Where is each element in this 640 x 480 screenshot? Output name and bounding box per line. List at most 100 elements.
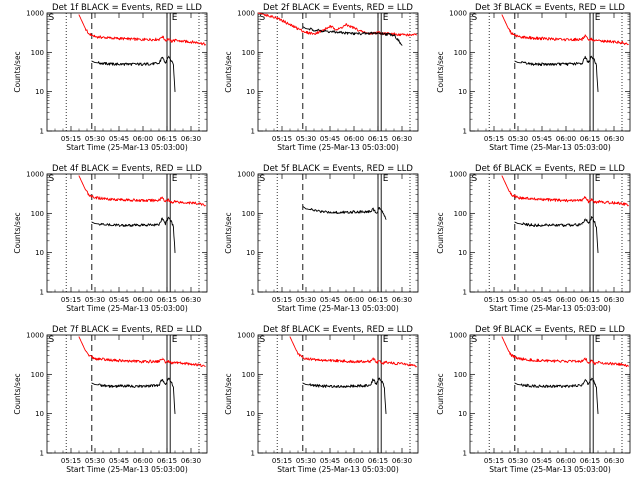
red-series-point [588, 40, 589, 41]
black-series-point [597, 91, 599, 93]
x-tick-label: 05:30 [508, 457, 528, 465]
black-series-point [171, 60, 173, 62]
x-tick-label: 06:30 [392, 135, 412, 143]
red-series-point [416, 365, 417, 367]
x-tick-label: 06:15 [580, 135, 600, 143]
y-axis-label: Counts/sec [224, 51, 233, 92]
x-tick-label: 05:15 [484, 135, 504, 143]
x-tick-label: 05:15 [484, 296, 504, 304]
panel-det-4: Det 4f BLACK = Events, RED = LLD 1 10 100 10… [13, 164, 208, 313]
panel-title: Det 8f BLACK = Events, RED = LLD [263, 325, 413, 335]
red-series-point [621, 203, 623, 205]
black-series-point [174, 252, 176, 254]
black-series-point [581, 224, 583, 225]
y-tick-label: 100 [454, 210, 467, 218]
red-series-point [591, 199, 592, 201]
red-series-point [504, 21, 506, 23]
x-tick-label: 05:15 [61, 135, 81, 143]
panel-title: Det 7f BLACK = Events, RED = LLD [52, 325, 202, 335]
black-series-point [596, 226, 597, 228]
red-series-line [78, 14, 206, 46]
red-series-point [621, 42, 623, 44]
end-marker: E [595, 335, 601, 345]
x-tick-label: 06:00 [344, 135, 364, 143]
red-series-point [110, 198, 112, 200]
red-series-point [591, 360, 592, 362]
black-series-point [514, 382, 516, 384]
red-series-point [78, 175, 80, 177]
x-tick-label: 05:45 [532, 296, 552, 304]
black-series-point [581, 63, 583, 64]
red-series-point [174, 40, 176, 41]
black-series-line [302, 377, 387, 414]
red-series-line [289, 336, 417, 368]
red-series-point [171, 40, 173, 42]
x-tick-label: 06:15 [368, 296, 388, 304]
black-series-point [321, 385, 323, 387]
x-axis-label: Start Time (25-Mar-13 05:03:00) [489, 304, 611, 313]
red-series-point [517, 358, 519, 360]
red-series-point [174, 362, 176, 363]
x-tick-label: 06:15 [580, 296, 600, 304]
red-series-point [533, 359, 535, 361]
red-series-point [385, 362, 387, 363]
panel-det-8: Det 8f BLACK = Events, RED = LLD 1 10 100 10… [224, 325, 419, 474]
red-series-point [393, 362, 395, 364]
black-series-point [168, 377, 170, 379]
red-series-point [581, 38, 583, 40]
black-series-point [302, 382, 304, 384]
y-tick-label: 1000 [237, 332, 255, 340]
red-series-point [85, 189, 86, 191]
red-series-point [594, 201, 596, 203]
end-marker: E [383, 335, 389, 345]
red-series-point [305, 32, 307, 33]
black-series-point [305, 28, 307, 30]
red-series-point [205, 204, 206, 206]
x-tick-label: 05:30 [508, 135, 528, 143]
y-tick-label: 100 [31, 210, 44, 218]
red-series-point [594, 40, 596, 42]
x-tick-label: 06:00 [556, 296, 576, 304]
black-series-point [337, 212, 339, 213]
black-series-point [91, 221, 93, 223]
x-tick-label: 06:00 [556, 135, 576, 143]
red-series-point [142, 361, 144, 363]
red-series-point [88, 33, 89, 34]
x-tick-label: 06:30 [604, 296, 624, 304]
x-tick-label: 06:00 [344, 457, 364, 465]
y-tick-label: 10 [35, 410, 44, 418]
black-series-point [597, 413, 599, 415]
panel-title: Det 1f BLACK = Events, RED = LLD [52, 3, 202, 13]
black-series-point [305, 384, 307, 385]
y-tick-label: 100 [454, 371, 467, 379]
red-series-point [198, 42, 200, 44]
black-series-point [382, 382, 384, 384]
x-axis-label: Start Time (25-Mar-13 05:03:00) [277, 143, 399, 152]
black-series-line [514, 378, 599, 414]
black-series-line [514, 216, 599, 253]
plot-frame [46, 334, 208, 454]
black-series-point [94, 62, 96, 63]
x-tick-label: 06:15 [157, 296, 177, 304]
y-axis-label: Counts/sec [436, 373, 445, 414]
y-tick-label: 1000 [237, 10, 255, 18]
red-series-point [628, 43, 629, 45]
black-series-point [588, 384, 589, 385]
red-series-point [281, 19, 283, 21]
y-tick-label: 1000 [26, 171, 44, 179]
red-series-point [533, 37, 535, 39]
red-series-point [588, 362, 589, 363]
panel-det-9: Det 9f BLACK = Events, RED = LLD 1 10 100 10… [436, 325, 631, 474]
black-series-point [302, 26, 304, 28]
black-series-point [158, 63, 160, 64]
red-series-point [361, 31, 363, 33]
black-series-point [594, 60, 596, 62]
x-tick-label: 06:30 [181, 457, 201, 465]
red-series-point [161, 196, 163, 198]
y-tick-label: 1000 [26, 332, 44, 340]
red-series-point [605, 40, 607, 42]
black-series-point [401, 45, 403, 46]
red-series-point [565, 200, 567, 202]
black-series-point [549, 385, 551, 387]
red-series-point [165, 201, 166, 202]
